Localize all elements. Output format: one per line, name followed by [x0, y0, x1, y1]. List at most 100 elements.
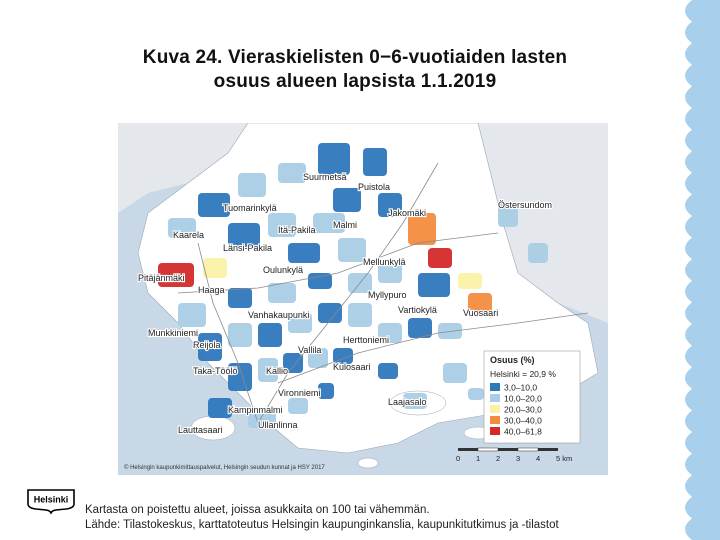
scale-label: 2	[496, 454, 500, 463]
district-patch	[408, 213, 436, 245]
district-patch	[378, 193, 402, 217]
district-patch	[468, 388, 484, 400]
neighbour-land-west	[118, 123, 248, 213]
district-patch	[528, 243, 548, 263]
place-label: Tuomarinkylä	[223, 203, 277, 213]
legend-swatch	[490, 394, 500, 402]
map-legend: Osuus (%) Helsinki = 20,9 % 3,0–10,010,0…	[483, 350, 581, 444]
scale-label: 5 km	[556, 454, 572, 463]
place-label: Kulosaari	[333, 362, 371, 372]
district-patch	[288, 243, 320, 263]
place-label: Jakomäki	[388, 208, 426, 218]
place-label: Vanhakaupunki	[248, 310, 309, 320]
district-patch	[258, 323, 282, 347]
district-patch	[378, 323, 402, 343]
footer-source: Lähde: Tilastokeskus, karttatoteutus Hel…	[85, 518, 559, 531]
district-patch	[333, 348, 353, 364]
district-patch	[278, 163, 306, 183]
district-patch	[378, 363, 398, 379]
place-label: Haaga	[198, 285, 225, 295]
place-label: Kaarela	[173, 230, 204, 240]
neighbour-land-east	[478, 123, 608, 323]
title-line-1: Kuva 24. Vieraskielisten 0−6-vuotiaiden …	[142, 47, 568, 68]
place-label: Östersundom	[498, 200, 552, 210]
place-label: Mellunkylä	[363, 257, 406, 267]
place-label: Vartiokylä	[398, 305, 437, 315]
place-label: Ullanlinna	[258, 420, 298, 430]
district-patch	[198, 333, 222, 361]
district-patch	[428, 248, 452, 268]
scale-label: 1	[476, 454, 480, 463]
place-label: Pitäjänmäki	[138, 273, 185, 283]
place-labels: Suurmetsä Puistola Tuomarinkylä Jakomäki Öst…	[137, 171, 553, 436]
district-patch	[458, 273, 482, 289]
place-label: Taka-Töölö	[193, 366, 238, 376]
island	[357, 457, 379, 469]
title-line-2: osuus alueen lapsista 1.1.2019	[213, 71, 497, 92]
district-patch	[313, 213, 345, 233]
district-patch	[288, 398, 308, 414]
district-patch	[318, 143, 350, 175]
district-patch	[308, 348, 328, 368]
district-patch	[228, 323, 252, 347]
legend-label: 20,0–30,0	[504, 405, 542, 415]
legend-label: 10,0–20,0	[504, 394, 542, 404]
roads	[177, 162, 589, 424]
slide-footer: Kartasta on poistettu alueet, joissa asu…	[85, 503, 559, 532]
district-patch	[258, 358, 278, 382]
district-patch	[228, 363, 252, 391]
district-patch	[498, 203, 518, 227]
district-patch	[198, 193, 230, 217]
district-patch	[203, 258, 227, 278]
district-patch	[283, 353, 303, 373]
district-patch	[168, 218, 196, 238]
district-patch	[268, 283, 296, 303]
place-label: Vallila	[298, 345, 321, 355]
district-patch	[318, 303, 342, 323]
district-patch	[408, 318, 432, 338]
place-label: Myllypuro	[368, 290, 407, 300]
place-label: Kallio	[266, 366, 288, 376]
district-patch	[158, 263, 194, 287]
map-copyright: © Helsingin kaupunkimittauspalvelut, Hel…	[124, 464, 325, 471]
place-label: Vuosaari	[463, 308, 498, 318]
district-patch	[238, 173, 266, 197]
legend-swatch	[490, 383, 500, 391]
legend-swatch	[490, 416, 500, 424]
place-label: Puistola	[358, 182, 390, 192]
legend-swatch	[490, 405, 500, 413]
place-label: Munkkiniemi	[148, 328, 198, 338]
district-patch	[208, 398, 232, 418]
district-patch	[228, 288, 252, 308]
district-patch	[288, 313, 312, 333]
helsinki-logo: Helsinki	[27, 489, 75, 514]
district-patch	[333, 188, 361, 212]
district-patch	[338, 238, 366, 262]
district-patch	[318, 383, 334, 399]
legend-reference: Helsinki = 20,9 %	[490, 369, 556, 379]
district-patch	[378, 263, 402, 283]
place-label: Länsi-Pakila	[223, 243, 272, 253]
district-patch	[268, 213, 296, 237]
logo-text: Helsinki	[34, 495, 69, 505]
place-label: Suurmetsä	[303, 172, 347, 182]
scale-label: 4	[536, 454, 540, 463]
district-patch	[228, 223, 260, 247]
place-label: Itä-Pakila	[278, 225, 316, 235]
decorative-wave-border	[685, 0, 720, 540]
place-label: Oulunkylä	[263, 265, 303, 275]
legend-title: Osuus (%)	[490, 355, 535, 365]
thematic-map: Suurmetsä Puistola Tuomarinkylä Jakomäki Öst…	[118, 123, 608, 475]
place-label: Lauttasaari	[178, 425, 223, 435]
place-label: Reijola	[193, 340, 221, 350]
area-patches	[158, 143, 548, 428]
scale-label: 0	[456, 454, 460, 463]
place-label: Herttoniemi	[343, 335, 389, 345]
district-patch	[418, 273, 450, 297]
district-patch	[178, 303, 206, 327]
legend-label: 3,0–10,0	[504, 383, 537, 393]
district-patch	[443, 363, 467, 383]
place-label: Laajasalo	[388, 397, 427, 407]
place-label: Malmi	[333, 220, 357, 230]
